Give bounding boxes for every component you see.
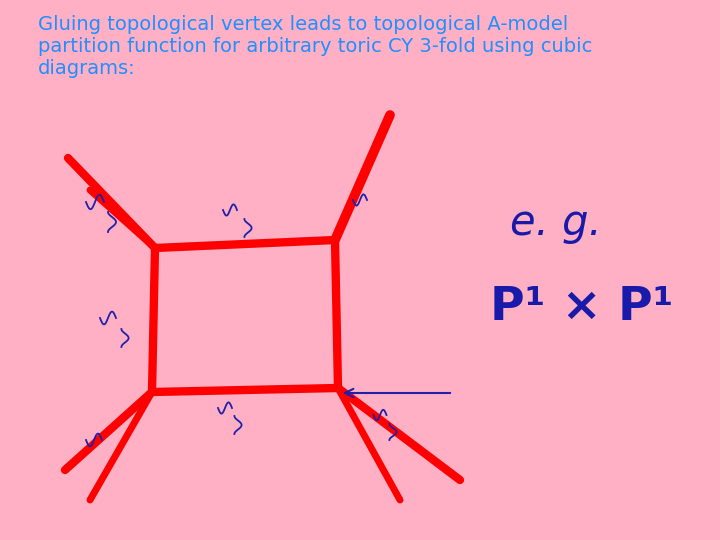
Text: Gluing topological vertex leads to topological A-model
partition function for ar: Gluing topological vertex leads to topol… [38, 15, 593, 78]
Text: P¹ × P¹: P¹ × P¹ [490, 285, 673, 330]
Text: e. g.: e. g. [510, 202, 602, 244]
